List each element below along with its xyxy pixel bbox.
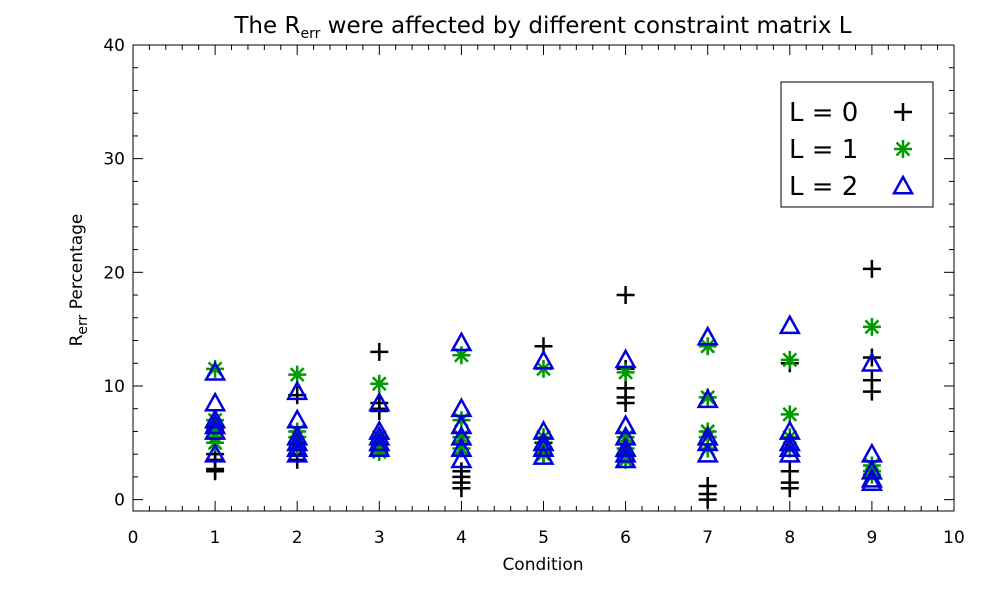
- point-triangle: [286, 380, 309, 401]
- point-triangle: [696, 431, 719, 452]
- point-plus: [616, 379, 635, 398]
- series-plus: [206, 259, 881, 509]
- x-tick-label: 10: [943, 528, 965, 548]
- point-asterisk: [780, 439, 799, 458]
- point-triangle: [368, 431, 391, 452]
- point-asterisk: [780, 350, 799, 369]
- point-triangle: [368, 425, 391, 446]
- point-asterisk: [616, 363, 635, 382]
- series-triangle: [203, 314, 884, 492]
- y-tick-label: 0: [114, 491, 125, 511]
- point-triangle: [286, 431, 309, 452]
- y-tick-label: 10: [103, 377, 125, 397]
- point-asterisk: [206, 359, 225, 378]
- point-triangle: [368, 391, 391, 412]
- point-asterisk: [698, 388, 717, 407]
- point-asterisk: [862, 317, 881, 336]
- point-triangle: [203, 391, 227, 412]
- point-triangle: [450, 448, 473, 469]
- point-triangle: [286, 442, 309, 463]
- point-triangle: [614, 442, 637, 463]
- point-asterisk: [370, 374, 389, 393]
- point-triangle: [778, 314, 801, 335]
- legend-label: L = 0: [789, 98, 858, 128]
- point-triangle: [614, 448, 637, 469]
- legend: L = 0 L = 1 L = 2: [780, 81, 934, 208]
- point-triangle: [778, 436, 801, 457]
- point-triangle: [778, 442, 801, 463]
- x-tick-label: 3: [374, 528, 385, 548]
- point-triangle: [532, 444, 555, 465]
- x-tick-label: 8: [784, 528, 795, 548]
- point-triangle: [203, 442, 227, 463]
- point-triangle: [860, 459, 884, 480]
- point-plus: [862, 371, 881, 390]
- x-tick-label: 5: [538, 528, 549, 548]
- point-triangle: [286, 436, 309, 457]
- point-triangle: [778, 431, 801, 452]
- chart-title: The Rerr were affected by different cons…: [233, 13, 851, 42]
- point-plus: [370, 342, 389, 361]
- point-plus: [452, 462, 471, 481]
- point-triangle: [860, 351, 884, 372]
- point-asterisk: [698, 337, 717, 356]
- point-plus: [862, 259, 881, 278]
- point-asterisk: [780, 405, 799, 424]
- legend-label: L = 1: [789, 135, 858, 165]
- point-triangle: [532, 436, 555, 457]
- point-triangle: [450, 436, 473, 457]
- x-tick-label: 0: [128, 528, 139, 548]
- point-triangle: [450, 331, 473, 352]
- point-asterisk: [698, 439, 717, 458]
- point-triangle: [368, 436, 391, 457]
- data-points: [203, 259, 884, 509]
- y-tick-label: 30: [103, 150, 125, 170]
- y-tick-label: 20: [103, 263, 125, 283]
- point-triangle: [614, 436, 637, 457]
- legend-marker-plus: [894, 103, 912, 121]
- point-triangle: [450, 425, 473, 446]
- point-triangle: [532, 349, 555, 370]
- point-asterisk: [698, 428, 717, 447]
- legend-marker-triangle: [891, 174, 915, 195]
- point-plus: [616, 286, 635, 305]
- point-plus: [698, 476, 717, 495]
- point-asterisk: [288, 439, 307, 458]
- x-tick-label: 4: [456, 528, 467, 548]
- y-axis-label: Rerr Percentage: [67, 214, 91, 347]
- point-triangle: [203, 414, 227, 435]
- x-tick-label: 2: [292, 528, 303, 548]
- point-asterisk: [452, 346, 471, 365]
- point-triangle: [450, 414, 473, 435]
- legend-label: L = 2: [789, 172, 858, 202]
- point-triangle: [203, 360, 227, 381]
- x-axis-label: Condition: [502, 555, 583, 575]
- point-triangle: [203, 408, 227, 429]
- y-tick-label: 40: [103, 36, 125, 56]
- point-triangle: [696, 442, 719, 463]
- x-tick-label: 7: [702, 528, 713, 548]
- point-triangle: [203, 419, 227, 440]
- point-asterisk: [370, 442, 389, 461]
- x-tick-label: 9: [866, 528, 877, 548]
- point-asterisk: [616, 450, 635, 469]
- point-triangle: [696, 388, 719, 409]
- point-asterisk: [534, 445, 553, 464]
- y-axis: 0 10 20 30 40: [103, 36, 954, 511]
- x-tick-label: 1: [210, 528, 221, 548]
- point-triangle: [696, 325, 719, 346]
- point-plus: [862, 348, 881, 367]
- point-triangle: [860, 467, 884, 488]
- point-plus: [780, 462, 799, 481]
- legend-marker-asterisk: [894, 140, 912, 158]
- point-triangle: [614, 348, 637, 369]
- point-triangle: [860, 471, 884, 492]
- point-asterisk: [452, 411, 471, 430]
- x-tick-label: 6: [620, 528, 631, 548]
- point-asterisk: [288, 365, 307, 384]
- point-triangle: [614, 414, 637, 435]
